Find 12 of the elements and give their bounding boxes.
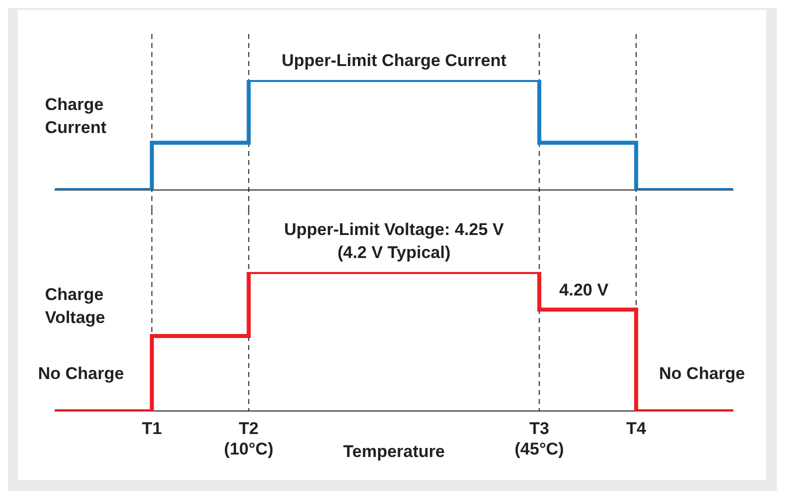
- x-tick-label: T4: [626, 419, 647, 438]
- y-axis-title: Charge Voltage: [45, 285, 106, 327]
- x-axis-title: Temperature: [343, 442, 445, 462]
- x-tick-label: T2 (10°C): [224, 419, 274, 458]
- annotation: Upper-Limit Charge Current: [282, 51, 507, 70]
- annotation: Upper-Limit Voltage: 4.25 V (4.2 V Typical): [284, 220, 505, 262]
- x-tick-label: T1: [142, 419, 162, 438]
- annotation: No Charge: [659, 364, 745, 384]
- y-axis-title: Charge Current: [45, 95, 107, 137]
- x-tick-label: T3 (45°C): [514, 419, 564, 458]
- annotation: 4.20 V: [559, 280, 610, 300]
- annotation: No Charge: [38, 364, 124, 384]
